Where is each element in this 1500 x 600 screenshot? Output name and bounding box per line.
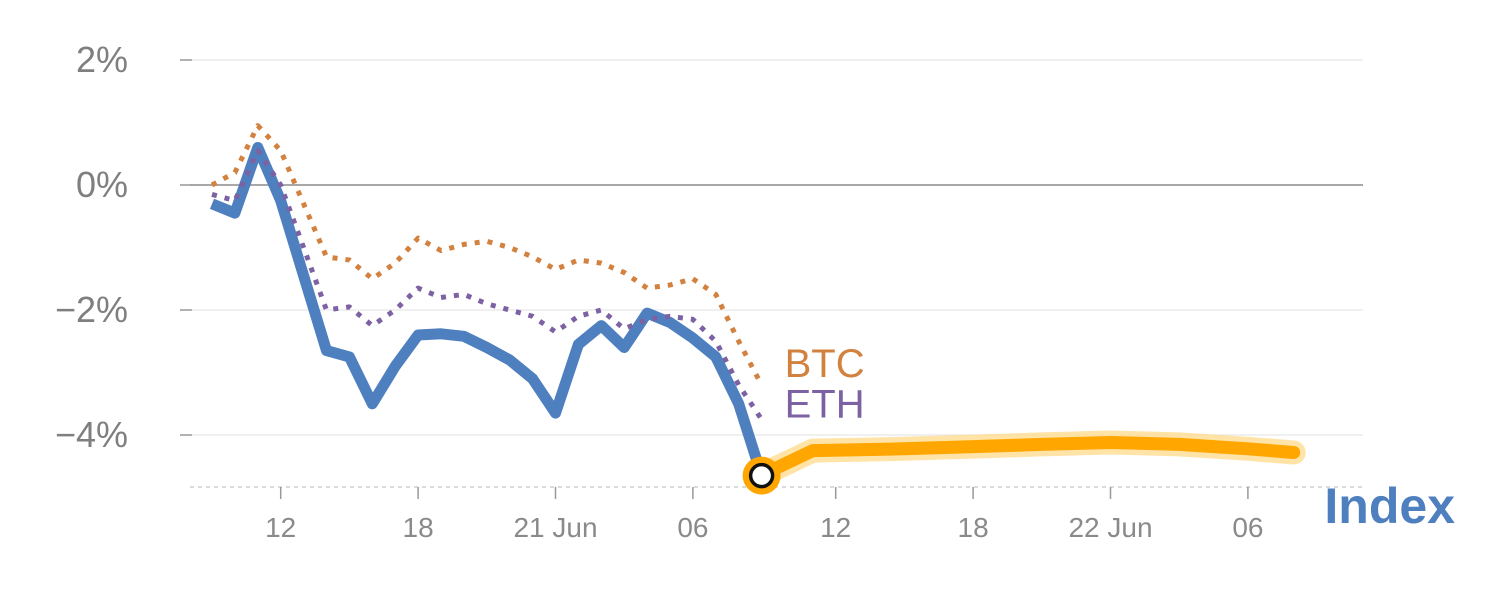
y-tick-label: 2% bbox=[76, 39, 128, 80]
eth-series-label: ETH bbox=[785, 382, 865, 426]
x-tick-label: 06 bbox=[1232, 512, 1263, 543]
x-axis: 12 18 21 Jun 06 12 18 22 Jun 06 bbox=[265, 487, 1263, 543]
x-tick-label: 06 bbox=[677, 512, 708, 543]
eth-line bbox=[211, 148, 764, 421]
index-series-label: Index bbox=[1324, 478, 1455, 534]
series-layer bbox=[209, 123, 1306, 495]
x-tick-label: 18 bbox=[403, 512, 434, 543]
y-tick-label: −2% bbox=[55, 289, 128, 330]
grid-layer bbox=[190, 59, 1363, 488]
btc-line bbox=[210, 123, 764, 387]
y-axis: 2% 0% −2% −4% bbox=[55, 39, 192, 455]
x-tick-label: 18 bbox=[958, 512, 989, 543]
x-tick-label: 12 bbox=[820, 512, 851, 543]
index-forecast-line bbox=[760, 436, 1301, 479]
index-line bbox=[209, 142, 767, 478]
btc-series-label: BTC bbox=[785, 342, 865, 386]
y-tick-label: −4% bbox=[55, 414, 128, 455]
current-point-marker bbox=[748, 462, 775, 489]
y-tick-label: 0% bbox=[76, 164, 128, 205]
x-tick-label: 22 Jun bbox=[1068, 512, 1152, 543]
x-tick-label: 12 bbox=[265, 512, 296, 543]
x-tick-label: 21 Jun bbox=[513, 512, 597, 543]
